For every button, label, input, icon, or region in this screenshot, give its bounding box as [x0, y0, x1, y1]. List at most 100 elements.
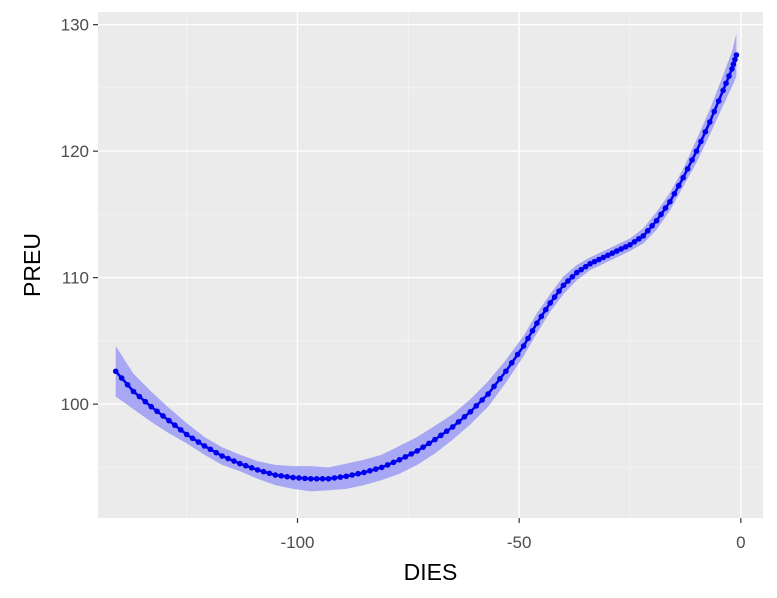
- data-point: [534, 320, 540, 326]
- data-point: [726, 73, 732, 79]
- data-point: [390, 459, 397, 466]
- data-point: [177, 427, 184, 433]
- data-point: [479, 397, 486, 403]
- y-axis-title: PREU: [19, 233, 45, 297]
- data-point: [254, 467, 261, 473]
- data-point: [520, 343, 527, 349]
- data-point: [402, 454, 409, 460]
- data-point: [609, 250, 616, 256]
- data-point: [514, 351, 521, 358]
- data-point: [361, 469, 367, 476]
- data-point: [551, 294, 558, 300]
- data-point: [408, 451, 415, 457]
- data-point: [698, 138, 704, 145]
- data-point: [337, 474, 344, 480]
- data-point: [396, 457, 403, 463]
- data-point: [248, 465, 255, 471]
- data-point: [497, 376, 503, 382]
- data-point: [711, 108, 718, 115]
- data-point: [644, 228, 651, 234]
- data-point: [308, 475, 314, 482]
- data-point: [675, 182, 682, 189]
- data-point: [290, 474, 296, 481]
- x-axis-ticks: -100 -50 0: [280, 518, 746, 552]
- data-point: [636, 236, 642, 242]
- data-point: [720, 87, 726, 94]
- major-gridlines: [98, 12, 763, 518]
- data-point: [367, 467, 373, 474]
- data-point: [556, 288, 562, 294]
- data-point: [112, 368, 119, 375]
- data-point: [420, 444, 426, 450]
- data-point: [296, 475, 302, 481]
- data-point: [671, 190, 678, 197]
- data-point: [667, 198, 673, 205]
- data-point: [565, 278, 571, 284]
- data-point: [201, 443, 208, 449]
- data-point: [142, 398, 149, 405]
- data-point: [467, 408, 474, 415]
- data-point: [172, 422, 178, 429]
- data-point: [272, 472, 279, 478]
- data-point: [600, 254, 607, 261]
- data-point: [684, 166, 691, 172]
- data-point: [284, 473, 290, 480]
- data-point: [331, 475, 338, 481]
- data-point: [349, 472, 355, 478]
- data-point: [605, 252, 611, 259]
- data-point: [414, 448, 421, 454]
- data-point: [591, 258, 598, 265]
- data-point: [587, 260, 593, 267]
- data-point: [723, 80, 729, 87]
- data-point: [189, 435, 196, 442]
- data-point: [455, 419, 462, 425]
- data-point: [260, 468, 267, 475]
- data-point: [148, 403, 154, 410]
- data-point: [219, 453, 225, 459]
- data-point: [237, 460, 243, 467]
- data-point: [525, 335, 531, 342]
- data-point: [461, 414, 468, 420]
- data-point: [542, 306, 549, 313]
- data-point: [473, 403, 480, 409]
- data-point: [582, 263, 589, 270]
- data-point: [355, 470, 361, 477]
- data-point: [538, 313, 545, 320]
- data-point: [449, 424, 456, 430]
- data-point: [689, 157, 695, 163]
- data-point: [662, 205, 669, 211]
- data-point: [183, 431, 190, 438]
- data-point: [640, 233, 647, 239]
- data-point: [613, 248, 620, 254]
- data-point: [707, 119, 713, 125]
- data-point: [231, 458, 237, 464]
- data-point: [693, 148, 700, 154]
- y-tick-label: 130: [61, 16, 89, 35]
- data-point: [560, 282, 567, 289]
- data-point: [649, 222, 655, 229]
- data-point: [730, 61, 737, 68]
- data-point: [325, 475, 332, 482]
- data-point: [631, 239, 638, 245]
- data-point: [618, 246, 624, 252]
- data-point: [443, 428, 450, 434]
- data-point: [732, 56, 738, 63]
- minor-gridlines: [98, 12, 763, 518]
- x-tick-label: -50: [507, 533, 532, 552]
- data-point: [373, 466, 379, 472]
- data-point: [627, 241, 633, 248]
- data-point: [124, 381, 131, 388]
- data-point: [702, 128, 709, 135]
- data-point: [118, 375, 125, 381]
- data-point: [266, 470, 273, 477]
- data-point: [213, 449, 220, 456]
- data-point: [207, 446, 214, 453]
- data-point: [503, 368, 509, 375]
- data-point: [653, 217, 660, 224]
- x-tick-label: 0: [736, 533, 745, 552]
- data-point: [242, 462, 249, 469]
- x-tick-label: -100: [280, 533, 314, 552]
- data-point: [715, 98, 722, 104]
- data-point: [658, 211, 664, 218]
